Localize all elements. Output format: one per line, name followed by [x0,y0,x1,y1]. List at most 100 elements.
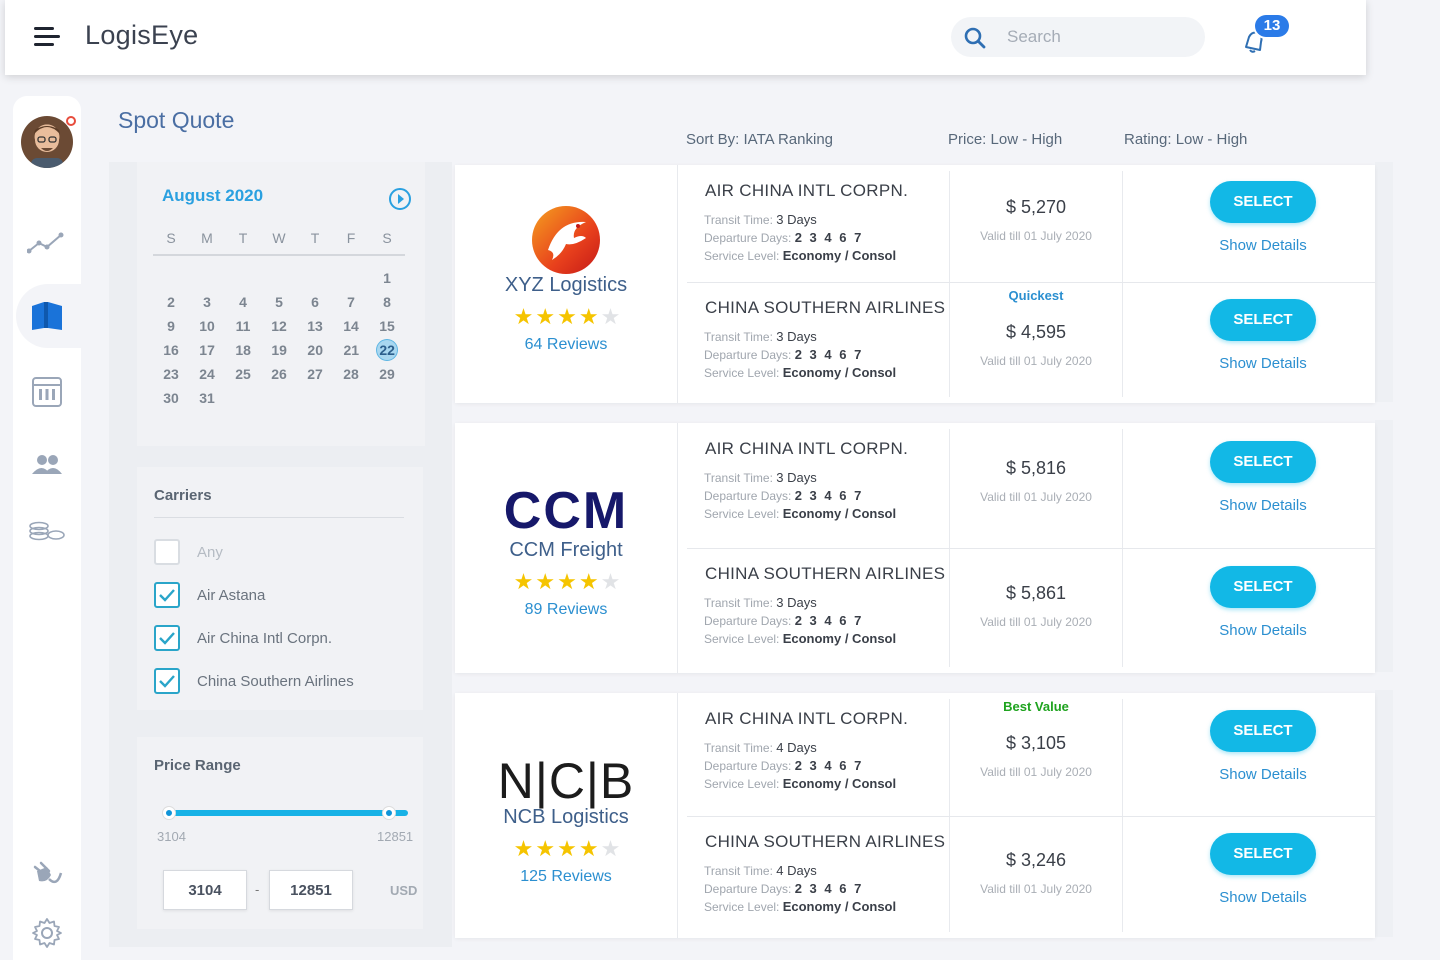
show-details-link[interactable]: Show Details [1219,237,1307,254]
calendar-day[interactable]: 3 [203,294,211,310]
calendar-day[interactable]: 2 [167,294,175,310]
show-details-link[interactable]: Show Details [1219,766,1307,783]
coins-icon[interactable] [27,512,67,552]
price-slider-min-handle[interactable] [163,807,175,819]
search-icon[interactable] [963,26,987,50]
carrier-china-southern-checkbox[interactable]: China Southern Airlines [154,668,354,694]
calendar-day[interactable]: 11 [235,318,251,334]
calendar-day[interactable]: 22 [376,339,399,361]
calendar-day[interactable]: 28 [343,366,359,382]
transit-time: Transit Time: 4 Days [704,739,896,757]
price-slider-track[interactable] [170,810,408,816]
reviews-link[interactable]: 64 Reviews [524,336,608,353]
carrier-air-astana-checkbox[interactable]: Air Astana [154,582,265,608]
book-icon[interactable] [27,296,67,336]
calendar-day[interactable]: 18 [235,342,251,358]
ncb-logo: N|C|B [497,753,635,809]
select-button[interactable]: SELECT [1210,441,1316,483]
calendar-day[interactable]: 20 [307,342,323,358]
checkbox-box[interactable] [154,668,180,694]
airline-name: AIR CHINA INTL CORPN. [705,181,909,200]
calendar-day[interactable]: 6 [311,294,319,310]
transit-label: Transit Time: [704,330,777,344]
calendar-day[interactable]: 5 [275,294,283,310]
search-input[interactable] [1007,24,1187,50]
calendar-day[interactable]: 21 [343,342,360,358]
calendar-day[interactable]: 4 [239,294,247,310]
departure-value: 2 3 4 6 7 [794,881,864,896]
calendar-day[interactable]: 29 [379,366,395,382]
price-max-input[interactable] [269,870,353,910]
sort-by-rating[interactable]: Rating: Low - High [1124,131,1248,148]
user-avatar[interactable] [21,116,73,168]
gear-icon[interactable] [27,913,67,953]
quote-price: $ 4,595 [1005,322,1067,342]
checkbox-box[interactable] [154,539,180,565]
calendar-empty [333,390,369,406]
plug-icon[interactable] [27,856,67,896]
quote-meta: Transit Time: 3 Days Departure Days: 2 3 … [704,328,896,382]
calendar-day[interactable]: 14 [343,318,359,334]
calendar-day[interactable]: 31 [199,390,215,406]
select-button[interactable]: SELECT [1210,710,1316,752]
quote-tag-badge: Best Value [1003,699,1069,714]
show-details-link[interactable]: Show Details [1219,889,1307,906]
sort-by-price[interactable]: Price: Low - High [948,131,1063,148]
show-details-link[interactable]: Show Details [1219,355,1307,372]
calendar-day[interactable]: 17 [199,342,215,358]
calendar-day[interactable]: 25 [235,366,251,382]
select-button[interactable]: SELECT [1210,299,1316,341]
carrier-any-checkbox[interactable]: Any [154,539,223,565]
calendar-day[interactable]: 8 [383,294,391,310]
app-logo[interactable]: LogisEye [85,20,199,50]
calendar-month: August 2020 [162,186,264,205]
calendar-empty [225,270,261,286]
calendar-day[interactable]: 7 [347,294,355,310]
quote-meta: Transit Time: 3 Days Departure Days: 2 3 … [704,211,896,265]
calendar-day[interactable]: 15 [379,318,395,334]
chart-line-icon[interactable] [27,223,67,263]
calendar-day[interactable]: 30 [163,390,179,406]
next-month-icon[interactable] [388,187,412,211]
checkbox-box[interactable] [154,625,180,651]
vendor-name[interactable]: XYZ Logistics [504,274,628,296]
calendar-day[interactable]: 19 [271,342,287,358]
calendar-day[interactable]: 24 [199,366,215,382]
calendar-day[interactable]: 16 [163,342,179,358]
vendor-name[interactable]: NCB Logistics [503,806,629,828]
calendar-day[interactable]: 26 [271,366,287,382]
calendar-day[interactable]: 13 [307,318,323,334]
vendor-name[interactable]: CCM Freight [509,539,623,561]
transit-value: 3 Days [776,595,817,610]
price-slider-max-handle[interactable] [383,807,395,819]
vendor-info: XYZ Logistics ★★★★★ 64 Reviews [455,165,677,403]
calendar-grid-icon[interactable] [27,372,67,412]
calendar-day[interactable]: 27 [307,366,323,382]
search-bar[interactable] [951,17,1205,57]
calendar-day[interactable]: 9 [167,318,175,334]
select-button[interactable]: SELECT [1210,833,1316,875]
price-min-input[interactable] [163,870,247,910]
reviews-link[interactable]: 125 Reviews [520,868,612,885]
quote-meta: Transit Time: 4 Days Departure Days: 2 3 … [704,739,896,793]
carrier-label: China Southern Airlines [197,672,354,690]
hamburger-icon[interactable] [34,27,61,47]
reviews-link[interactable]: 89 Reviews [524,601,608,618]
carrier-air-china-checkbox[interactable]: Air China Intl Corpn. [154,625,332,651]
show-details-link[interactable]: Show Details [1219,622,1307,639]
calendar-day[interactable]: 10 [199,318,215,334]
select-button[interactable]: SELECT [1210,181,1316,223]
divider [1122,171,1123,397]
quote-price: $ 5,270 [1005,197,1067,217]
calendar-day[interactable]: 23 [163,366,179,382]
departure-value: 2 3 4 6 7 [794,613,864,628]
calendar-day[interactable]: 1 [383,270,391,286]
rating-stars: ★★★★★ [513,569,623,595]
checkbox-box[interactable] [154,582,180,608]
calendar-empty [333,270,369,286]
select-button[interactable]: SELECT [1210,566,1316,608]
show-details-link[interactable]: Show Details [1219,497,1307,514]
calendar-day[interactable]: 12 [271,318,287,334]
sort-by-iata[interactable]: Sort By: IATA Ranking [686,131,834,148]
users-icon[interactable] [27,444,67,484]
